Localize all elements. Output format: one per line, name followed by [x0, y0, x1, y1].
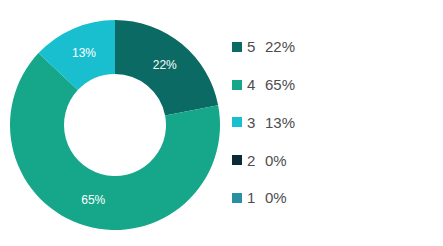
- html-text:1: 1: [247, 189, 256, 207]
- svg-text:22%: 22%: [153, 58, 177, 72]
- html-text:0%: 0%: [265, 189, 287, 207]
- svg-text:65%: 65%: [81, 193, 105, 207]
- html-text:3: 3: [247, 113, 256, 131]
- svg-text:13%: 13%: [72, 46, 96, 60]
- html-text:0%: 0%: [265, 151, 287, 169]
- html-text:5: 5: [247, 38, 256, 56]
- html-text:2: 2: [247, 151, 256, 169]
- html-text:22%: 22%: [265, 38, 295, 56]
- html-text:65%: 65%: [265, 76, 295, 94]
- html-text:4: 4: [247, 76, 256, 94]
- html-text:13%: 13%: [265, 113, 295, 131]
